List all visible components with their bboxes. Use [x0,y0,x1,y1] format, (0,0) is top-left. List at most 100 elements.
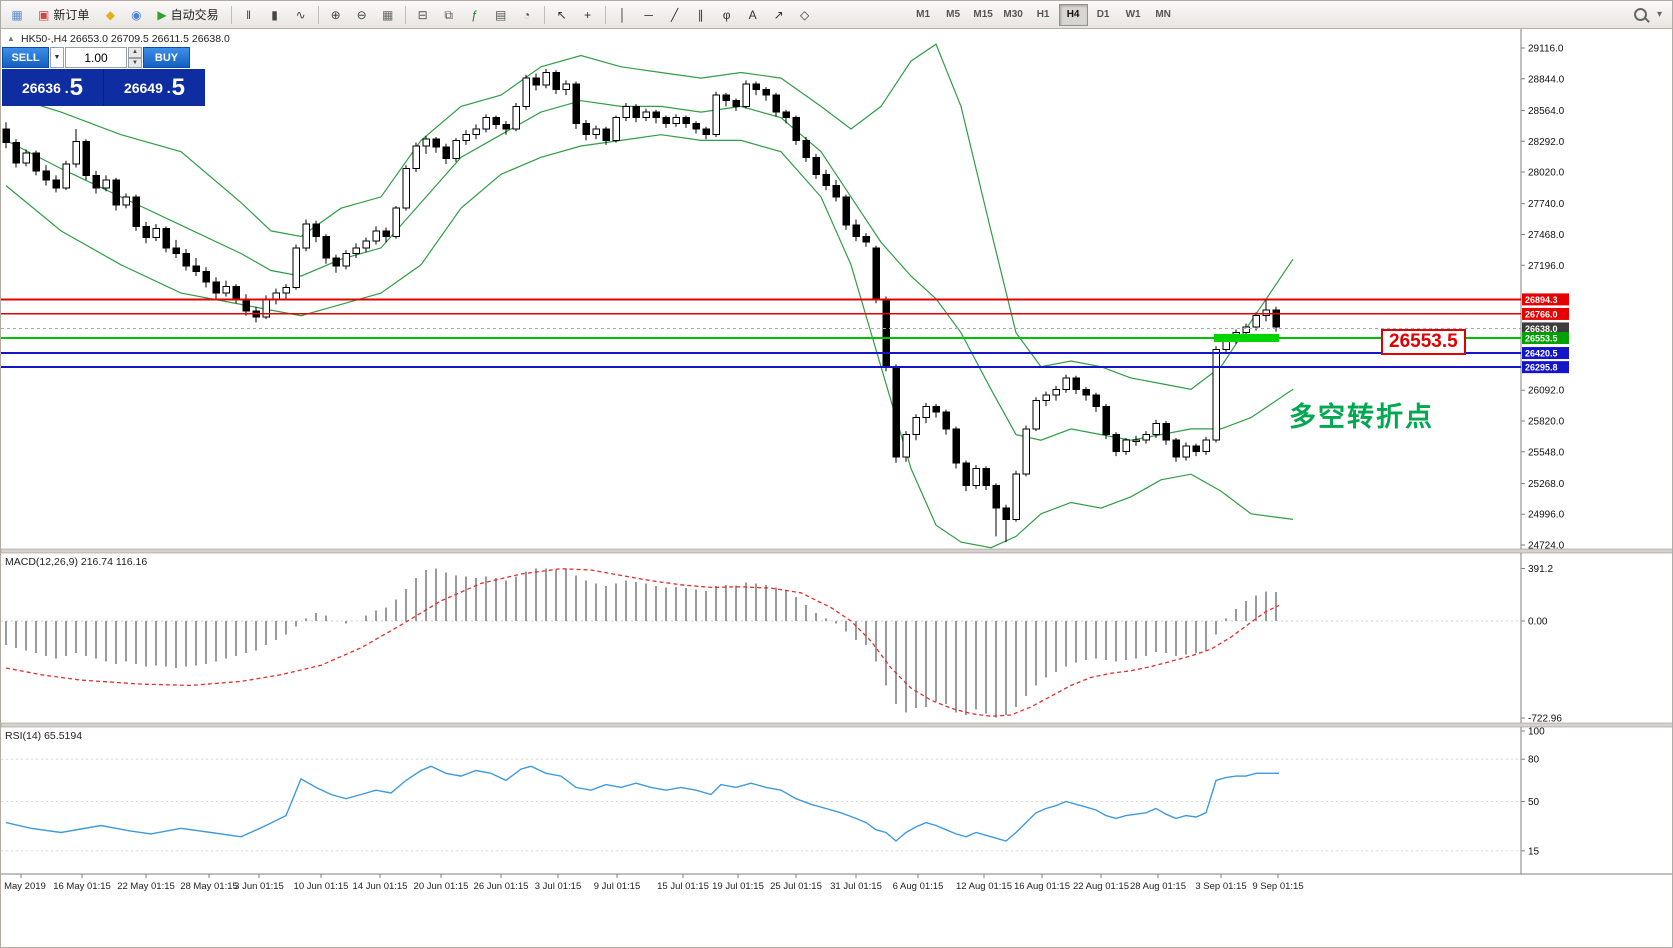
arrow-tool-icon[interactable]: ↗ [767,3,791,27]
horizontal-line-icon[interactable]: ─ [637,3,661,27]
bollinger-bands [5,43,1294,549]
channel-icon[interactable]: ∥ [689,3,713,27]
svg-text:3 Sep 01:15: 3 Sep 01:15 [1195,881,1246,892]
vertical-line-icon[interactable]: │ [611,3,635,27]
zoom-out-icon-glyph: ⊖ [356,7,367,22]
period-icon[interactable]: ◔ [515,3,539,27]
rsi-label: RSI(14) 65.5194 [5,730,82,742]
time-axis[interactable]: 9 May 2019 16 May 01:15 22 May 01:15 28 May… [1,874,1304,892]
toolbar-right-group: ▾ [1633,8,1670,21]
zoom-in-icon[interactable]: ⊕ [324,3,348,27]
toolbar-separator [317,5,319,24]
strategy-tester-icon-glyph: ◉ [131,7,142,22]
new-chart-icon[interactable]: ▦ [5,3,29,27]
cursor-icon[interactable]: ↖ [550,3,574,27]
symbol-ohlc-label: HK50-,H4 26653.0 26709.5 26611.5 26638.0 [21,33,230,45]
toolbar-separator [404,5,406,24]
autotrading-button[interactable]: ▶ 自动交易 [150,3,225,27]
tile-windows-icon[interactable]: ⊟ [411,3,435,27]
svg-text:14 Jun 01:15: 14 Jun 01:15 [353,881,408,892]
svg-text:24724.0: 24724.0 [1528,541,1565,552]
svg-text:25548.0: 25548.0 [1528,447,1565,458]
volume-stepper: ▲ ▼ [128,47,142,68]
pane-separator [1,548,1672,554]
new-order-button[interactable]: ▣ 新订单 [31,3,96,27]
sell-price[interactable]: 26636 . 5 [2,69,104,106]
highlight-segment[interactable] [1214,333,1279,342]
one-click-trade-panel: SELL ▼ ▲ ▼ BUY 26636 . 5 26649 . 5 [2,47,205,106]
buy-price-main: 26649 . [123,79,171,96]
candlestick-chart-icon-glyph: ▮ [271,7,278,22]
svg-text:25268.0: 25268.0 [1528,479,1565,490]
timeframe-m5[interactable]: M5 [946,9,961,20]
templates-icon[interactable]: ▤ [489,3,513,27]
svg-text:10 Jun 01:15: 10 Jun 01:15 [294,881,349,892]
timeframe-d1[interactable]: D1 [1096,9,1110,20]
svg-text:22 May 01:15: 22 May 01:15 [117,881,175,892]
svg-text:12 Aug 01:15: 12 Aug 01:15 [956,881,1012,892]
timeframe-h4[interactable]: H4 [1058,3,1088,26]
buy-price[interactable]: 26649 . 5 [104,69,205,106]
svg-text:28292.0: 28292.0 [1528,137,1565,148]
band-upper [5,43,1294,390]
svg-text:20 Jun 01:15: 20 Jun 01:15 [414,881,469,892]
timeframe-mn[interactable]: MN [1155,9,1171,20]
timeframe-m30[interactable]: M30 [1003,9,1023,20]
volume-input[interactable] [65,47,127,68]
price-tag-26638.0 [1522,322,1569,335]
svg-text:16 Aug 01:15: 16 Aug 01:15 [1014,881,1070,892]
volume-decrease-button[interactable]: ▼ [128,57,142,68]
zoom-in-icon-glyph: ⊕ [330,7,341,22]
price-tag-26553.5 [1522,331,1569,344]
cascade-windows-icon[interactable]: ⧉ [437,3,461,27]
svg-text:9 Sep 01:15: 9 Sep 01:15 [1252,881,1303,892]
new-order-button-glyph: ▣ [38,7,50,22]
buy-button[interactable]: BUY [143,47,190,68]
text-label-icon[interactable]: A [741,3,765,27]
svg-text:27196.0: 27196.0 [1528,261,1565,272]
trendline-icon-glyph: ╱ [670,7,679,22]
svg-text:26092.0: 26092.0 [1528,386,1565,397]
svg-text:28844.0: 28844.0 [1528,74,1565,85]
band-lower [5,134,1294,549]
macd-label: MACD(12,26,9) 216.74 116.16 [5,556,147,568]
text-label-icon-glyph: A [748,7,757,22]
horizontal-lines[interactable]: 26894.326766.026638.026553.526420.526295… [1,293,1569,374]
line-chart-icon[interactable]: ∿ [289,3,313,27]
svg-text:31 Jul 01:15: 31 Jul 01:15 [830,881,882,892]
bar-chart-icon[interactable]: ‖ [237,3,261,27]
price-callout-label[interactable]: 26553.5 [1381,329,1466,355]
toolbar-options-icon[interactable]: ▾ [1656,9,1662,20]
trendline-icon[interactable]: ╱ [663,3,687,27]
timeframe-h1[interactable]: H1 [1036,9,1050,20]
volume-preset-dropdown[interactable]: ▼ [50,47,64,68]
sell-price-main: 26636 . [21,79,69,96]
svg-text:28 Aug 01:15: 28 Aug 01:15 [1130,881,1186,892]
cascade-windows-icon-glyph: ⧉ [444,7,453,22]
svg-text:-722.96: -722.96 [1528,714,1562,725]
svg-text:26295.8: 26295.8 [1525,363,1558,373]
strategy-tester-icon[interactable]: ◉ [124,3,148,27]
timeframe-w1[interactable]: W1 [1125,9,1141,20]
crosshair-icon[interactable]: + [576,3,600,27]
svg-text:27468.0: 27468.0 [1528,230,1565,241]
fibonacci-icon[interactable]: φ [715,3,739,27]
sell-button[interactable]: SELL [2,47,49,68]
indicators-icon[interactable]: ƒ [463,3,487,27]
volume-increase-button[interactable]: ▲ [128,47,142,58]
timeframe-m1[interactable]: M1 [916,9,931,20]
shapes-icon[interactable]: ◇ [793,3,817,27]
chart-area: 29116.0 28844.0 28564.0 28292.0 28020.0 27740… [1,29,1673,948]
candlestick-chart-icon[interactable]: ▮ [263,3,287,27]
metaeditor-icon[interactable]: ◆ [98,3,122,27]
timeframe-m15[interactable]: M15 [973,9,993,20]
zoom-out-icon[interactable]: ⊖ [350,3,374,27]
search-icon[interactable] [1633,8,1647,21]
trade-panel-controls: SELL ▼ ▲ ▼ BUY [2,47,205,68]
svg-text:24996.0: 24996.0 [1528,510,1565,521]
chart-canvas[interactable]: 29116.0 28844.0 28564.0 28292.0 28020.0 27740… [1,29,1673,948]
svg-text:6 Aug 01:15: 6 Aug 01:15 [893,881,944,892]
grid-icon[interactable]: ▦ [376,3,400,27]
svg-text:25820.0: 25820.0 [1528,416,1565,427]
one-click-toggle-icon[interactable]: ▲ [7,34,15,43]
